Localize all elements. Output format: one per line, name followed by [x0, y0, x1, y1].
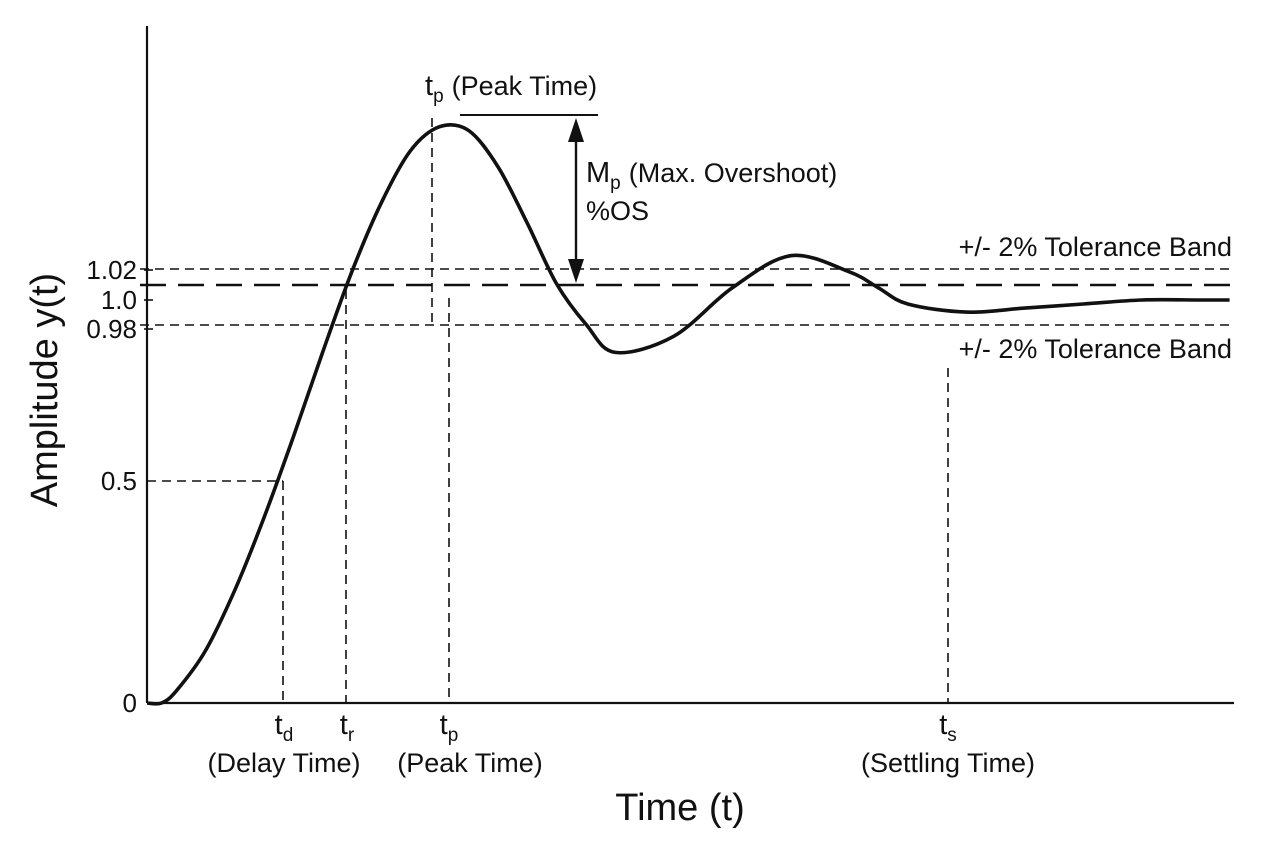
response-curve [146, 122, 1230, 706]
marker-symbol-d: td [275, 709, 294, 746]
marker-caption-d: (Delay Time) [207, 748, 360, 778]
tolerance-band-label: +/- 2% Tolerance Band [959, 334, 1232, 364]
marker-caption-p: (Peak Time) [397, 748, 543, 778]
tolerance-band-label: +/- 2% Tolerance Band [959, 232, 1232, 262]
y-tick-label: 1.02 [86, 255, 137, 285]
max-overshoot-annotation: Mp (Max. Overshoot) [586, 157, 837, 194]
percent-overshoot-label: %OS [586, 196, 649, 226]
marker-symbol-p: tp [440, 709, 459, 746]
y-tick-label: 0 [123, 688, 137, 718]
marker-caption-s: (Settling Time) [861, 748, 1035, 778]
y-tick-label: 0.98 [86, 314, 137, 344]
x-axis-title: Time (t) [615, 787, 744, 829]
overshoot-arrowhead-up [568, 118, 584, 142]
y-tick-label: 1.0 [101, 285, 137, 315]
marker-symbol-s: ts [939, 709, 957, 746]
y-tick-label: 0.5 [101, 466, 137, 496]
peak-time-annotation: tp (Peak Time) [425, 70, 597, 107]
marker-symbol-r: tr [340, 709, 355, 746]
y-axis-title: Amplitude y(t) [24, 273, 66, 507]
overshoot-arrowhead-down [568, 259, 584, 283]
